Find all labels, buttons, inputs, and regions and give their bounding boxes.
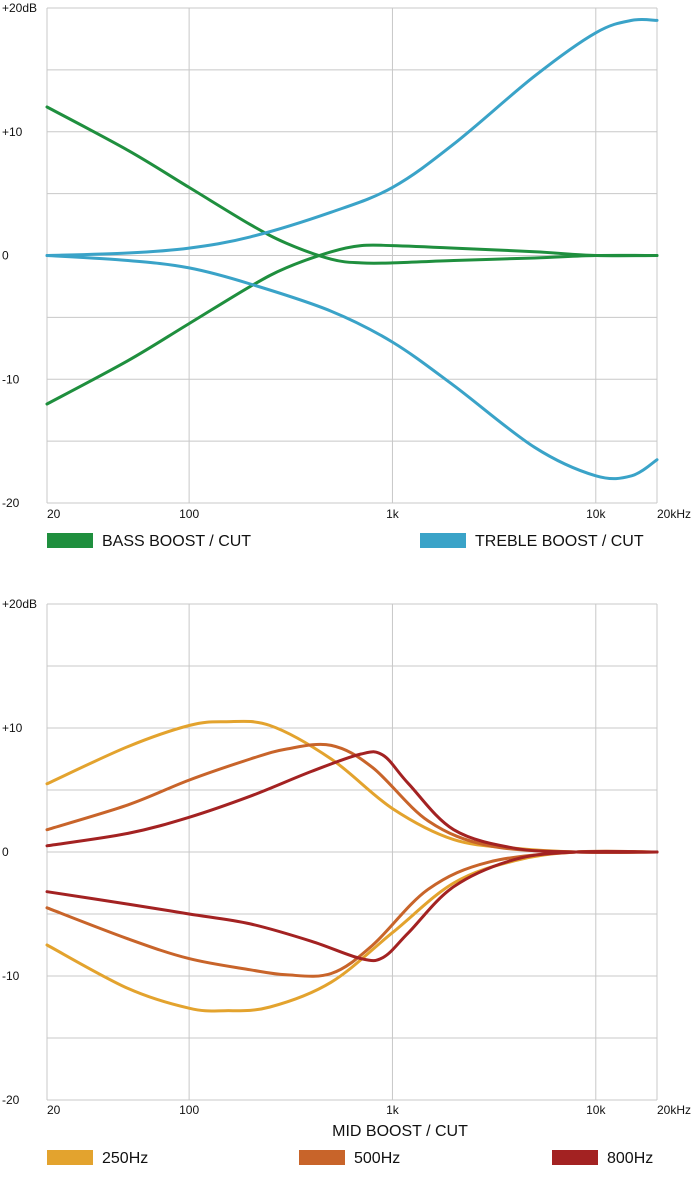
legend-label: 500Hz xyxy=(354,1150,400,1167)
series-line-treble-boost-cut-3 xyxy=(45,254,659,481)
x-tick-label: 20 xyxy=(47,507,61,521)
y-tick-label: 0 xyxy=(2,249,9,263)
x-tick-label: 20kHz xyxy=(657,507,691,521)
legend-swatch xyxy=(47,533,93,548)
series-line-bass-boost-cut-1 xyxy=(45,243,659,406)
x-tick-label: 1k xyxy=(386,507,400,521)
y-tick-label: +20dB xyxy=(2,597,37,611)
x-axis-label: MID BOOST / CUT xyxy=(332,1123,468,1140)
x-tick-label: 10k xyxy=(586,1103,606,1117)
y-tick-label: 0 xyxy=(2,845,9,859)
series-line-800hz-5 xyxy=(45,849,659,963)
legend-swatch xyxy=(299,1150,345,1165)
y-tick-label: -10 xyxy=(2,372,20,386)
x-tick-label: 1k xyxy=(386,1103,400,1117)
series-line-500hz-2 xyxy=(45,742,659,854)
chart-panel-2: +20dB +10 0 -10 -20 20 100 1k 10k 20kHz MID BOOST … xyxy=(2,597,691,1167)
x-tick-label: 20 xyxy=(47,1103,61,1117)
legend-label: TREBLE BOOST / CUT xyxy=(475,533,644,550)
chart-panel-1: +20dB +10 0 -10 -20 20 100 1k 10k 20kHz BASS BOOST… xyxy=(2,1,691,550)
legend-swatch xyxy=(552,1150,598,1165)
series-line-bass-boost-cut-0 xyxy=(45,105,659,265)
legend-label: BASS BOOST / CUT xyxy=(102,533,251,550)
legend-label: 800Hz xyxy=(607,1150,653,1167)
series-line-treble-boost-cut-2 xyxy=(45,17,659,257)
series-line-800hz-4 xyxy=(45,750,659,854)
y-tick-label: -20 xyxy=(2,496,20,510)
y-tick-label: -10 xyxy=(2,969,20,983)
legend-swatch xyxy=(420,533,466,548)
y-tick-label: +10 xyxy=(2,721,23,735)
x-tick-label: 100 xyxy=(179,1103,199,1117)
legend-swatch xyxy=(47,1150,93,1165)
y-tick-label: +10 xyxy=(2,125,23,139)
x-tick-label: 100 xyxy=(179,507,199,521)
y-tick-label: +20dB xyxy=(2,1,37,15)
y-tick-label: -20 xyxy=(2,1093,20,1107)
x-tick-label: 10k xyxy=(586,507,606,521)
series-line-250hz-1 xyxy=(45,849,659,1013)
x-tick-label: 20kHz xyxy=(657,1103,691,1117)
legend-label: 250Hz xyxy=(102,1150,148,1167)
